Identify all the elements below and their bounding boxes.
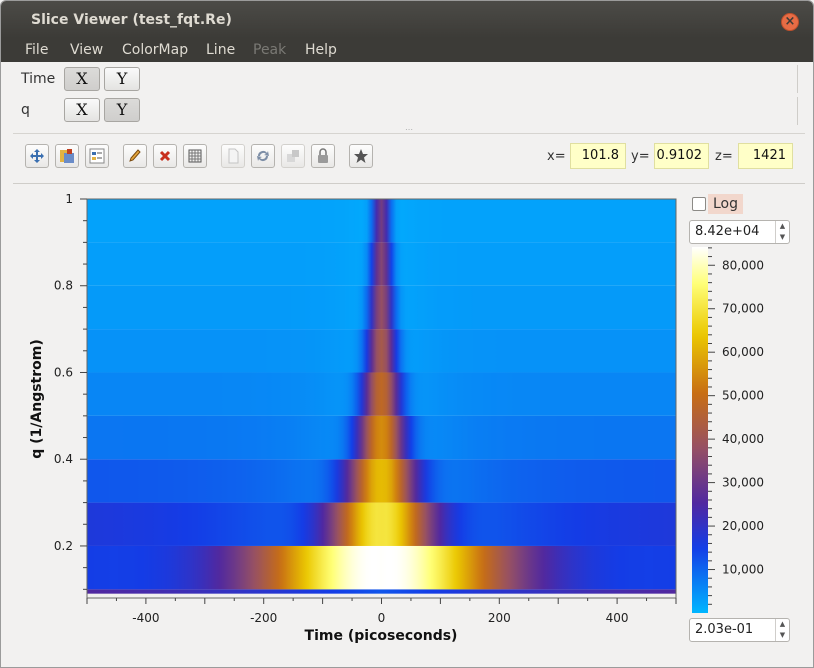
log-label: Log [708,194,744,214]
colormap-icon[interactable] [55,144,79,168]
colorbar-max-input[interactable]: 8.42e+04 ▲ ▼ [689,220,790,244]
divider [13,133,805,134]
title-bar: Slice Viewer (test_fqt.Re) × [1,1,813,38]
zoom-fit-icon[interactable] [25,144,49,168]
refresh-icon[interactable] [251,144,275,168]
x-coord-value: 101.8 [570,143,626,169]
y-coord-value: 0.9102 [654,143,709,169]
close-button[interactable]: × [781,13,799,31]
grid-icon[interactable] [183,144,207,168]
z-coord-value: 1421 [738,143,793,169]
window-title: Slice Viewer (test_fqt.Re) [31,12,232,28]
colorbar-min-value: 2.03e-01 [695,622,754,637]
q-x-button[interactable]: X [64,98,100,122]
spin-arrows-icon[interactable]: ▲ ▼ [775,221,789,243]
close-x-icon[interactable] [153,144,177,168]
lock-icon[interactable] [311,144,335,168]
splitter-line [797,97,798,125]
dimension-label-q: q [21,102,30,118]
log-checkbox[interactable] [692,197,706,211]
plot-area [13,183,805,655]
colorbar-min-input[interactable]: 2.03e-01 ▲ ▼ [689,618,790,642]
splitter-handle[interactable]: ⋯ [405,125,414,134]
menu-help[interactable]: Help [305,42,337,58]
time-x-button[interactable]: X [64,67,100,91]
menu-view[interactable]: View [70,42,104,58]
z-coord-label: z= [715,149,733,164]
y-coord-label: y= [631,149,650,164]
rebin-icon [281,144,305,168]
time-y-button[interactable]: Y [104,67,140,91]
splitter-line [797,65,798,93]
document-icon [221,144,245,168]
peaks-overlay-icon[interactable] [85,144,109,168]
menu-file[interactable]: File [25,42,49,58]
spin-arrows-icon[interactable]: ▲ ▼ [775,619,789,641]
menu-colormap[interactable]: ColorMap [122,42,189,58]
menu-bar: File View ColorMap Line Peak Help [1,38,813,62]
menu-line[interactable]: Line [206,42,236,58]
dimension-label-time: Time [21,71,56,87]
x-coord-label: x= [547,149,566,164]
star-icon[interactable] [349,144,373,168]
menu-peak: Peak [253,42,287,58]
pencil-icon[interactable] [123,144,147,168]
q-y-button[interactable]: Y [104,98,140,122]
colorbar-max-value: 8.42e+04 [695,224,760,239]
